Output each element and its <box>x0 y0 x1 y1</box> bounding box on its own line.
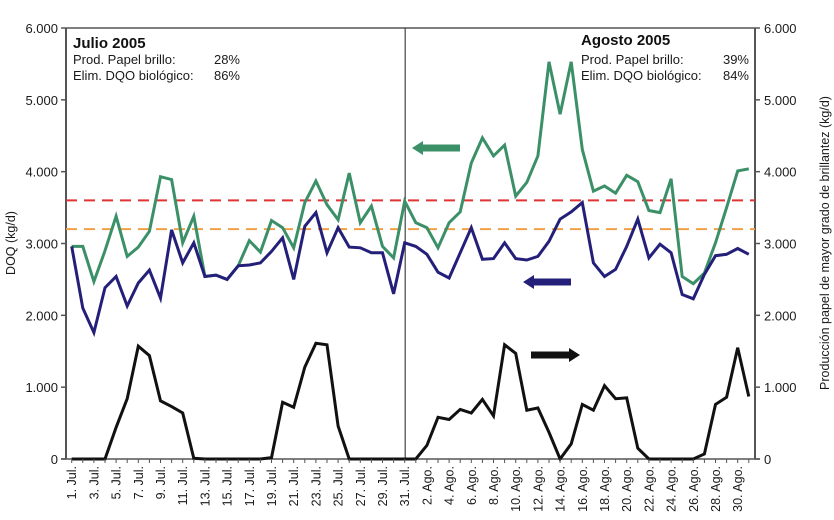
x-tick-label: 31. Jul. <box>398 466 412 506</box>
annotation-august-title: Agosto 2005 <box>581 32 670 49</box>
annotation-august-line1-value: 39% <box>723 52 749 67</box>
x-tick-label: 11. Jul. <box>176 466 190 505</box>
y-tick-left-label: 4.000 <box>25 165 58 180</box>
x-tick-label: 20. Ago. <box>620 466 634 512</box>
x-tick-label: 15. Jul. <box>221 466 235 506</box>
arrow-head <box>523 275 534 289</box>
x-tick-label: 6. Ago. <box>465 466 479 505</box>
x-tick-label: 21. Jul. <box>287 466 301 506</box>
x-tick-label: 28. Ago. <box>709 466 723 512</box>
x-tick-label: 8. Ago. <box>487 466 501 505</box>
series-line-1 <box>70 199 750 338</box>
x-tick-label: 17. Jul. <box>243 466 257 506</box>
y-tick-right-label: 1.000 <box>764 380 797 395</box>
y-tick-right-label: 0 <box>764 452 771 467</box>
annotation-august-line2-label: Elim. DQO biológico: <box>581 68 702 83</box>
y-tick-right-label: 2.000 <box>764 308 797 323</box>
y-tick-left-label: 0 <box>51 452 58 467</box>
x-tick-label: 5. Jul. <box>110 466 124 499</box>
arrow-head <box>412 141 423 155</box>
annotation-july-title: Julio 2005 <box>73 35 146 52</box>
y-axis-left-title: DOQ (kg/d) <box>4 211 18 275</box>
series-line-0 <box>71 61 750 287</box>
x-tick-label: 30. Ago. <box>731 466 745 512</box>
y-tick-left-label: 1.000 <box>25 380 58 395</box>
x-tick-label: 22. Ago. <box>642 466 656 512</box>
y-tick-right-label: 6.000 <box>764 21 797 36</box>
series-group <box>70 61 751 463</box>
arrow-shaft <box>423 144 460 152</box>
annotation-july-line1-value: 28% <box>214 52 240 67</box>
y-tick-left-label: 6.000 <box>25 21 58 36</box>
arrow-shaft <box>531 351 569 359</box>
x-tick-label: 29. Jul. <box>376 466 390 506</box>
y-tick-right-label: 4.000 <box>764 165 797 180</box>
x-tick-label: 24. Ago. <box>665 466 679 512</box>
y-tick-right-label: 3.000 <box>764 237 797 252</box>
annotation-august: Agosto 2005 Prod. Papel brillo: 39% Elim… <box>581 32 749 83</box>
x-tick-label: 26. Ago. <box>687 466 701 512</box>
x-tick-label: 12. Ago. <box>531 466 545 512</box>
arrow-left-icon <box>523 275 571 289</box>
x-axis: 1. Jul. 3. Jul. 5. Jul. 7. Jul. 9. Jul. 11. J… <box>65 459 750 512</box>
x-tick-label: 14. Ago. <box>554 466 568 512</box>
arrow-left-icon <box>412 141 460 155</box>
annotation-july-line1-label: Prod. Papel brillo: <box>73 52 176 67</box>
series-arrows <box>412 141 580 362</box>
arrow-right-icon <box>531 348 580 362</box>
y-tick-left-label: 5.000 <box>25 93 58 108</box>
x-tick-label: 1. Jul. <box>65 466 79 499</box>
x-tick-label: 9. Jul. <box>154 466 168 499</box>
x-tick-label: 13. Jul. <box>198 466 212 506</box>
x-tick-label: 3. Jul. <box>87 466 101 499</box>
annotation-august-line2-value: 84% <box>723 68 749 83</box>
series-line-2 <box>71 341 751 463</box>
x-tick-label: 7. Jul. <box>132 466 146 499</box>
annotation-july: Julio 2005 Prod. Papel brillo: 28% Elim.… <box>73 35 240 83</box>
x-tick-label: 27. Jul. <box>354 466 368 506</box>
y-tick-left-label: 2.000 <box>25 308 58 323</box>
y-tick-left-label: 3.000 <box>25 237 58 252</box>
x-tick-label: 2. Ago. <box>420 466 434 505</box>
arrow-head <box>569 348 580 362</box>
y-axis-right: 0 1.000 2.000 3.000 4.000 5.000 6.000 <box>755 21 797 467</box>
annotation-august-line1-label: Prod. Papel brillo: <box>581 52 684 67</box>
x-tick-label: 25. Jul. <box>332 466 346 506</box>
annotation-july-line2-value: 86% <box>214 68 240 83</box>
x-tick-label: 23. Jul. <box>309 466 323 506</box>
arrow-shaft <box>534 278 571 286</box>
x-tick-label: 10. Ago. <box>509 466 523 512</box>
y-axis-left: 0 1.000 2.000 3.000 4.000 5.000 6.000 <box>25 21 66 467</box>
x-tick-label: 19. Jul. <box>265 466 279 506</box>
x-tick-label: 4. Ago. <box>443 466 457 505</box>
annotation-july-line2-label: Elim. DQO biológico: <box>73 68 194 83</box>
y-tick-right-label: 5.000 <box>764 93 797 108</box>
x-tick-label: 18. Ago. <box>598 466 612 512</box>
x-tick-label: 16. Ago. <box>576 466 590 512</box>
y-axis-right-title: Producción papel de mayor grado de brill… <box>818 96 832 390</box>
